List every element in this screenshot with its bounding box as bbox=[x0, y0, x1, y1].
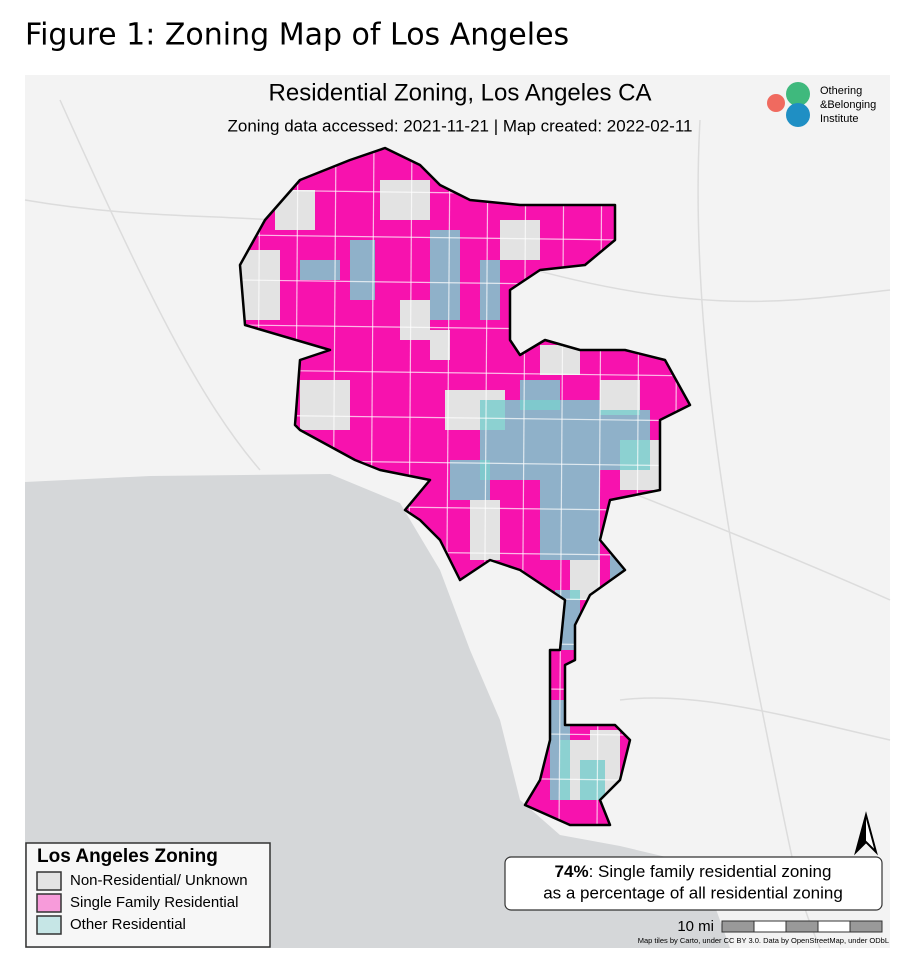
logo-dot bbox=[786, 103, 810, 127]
other-residential-area bbox=[480, 260, 500, 320]
other-residential-area bbox=[480, 400, 600, 480]
legend-label: Non-Residential/ Unknown bbox=[70, 872, 248, 889]
logo: Othering &Belonging Institute bbox=[767, 82, 876, 127]
legend-box bbox=[25, 842, 271, 948]
street bbox=[240, 369, 690, 377]
legend-title: Los Angeles Zoning bbox=[37, 846, 218, 867]
other-residential-area bbox=[540, 480, 600, 560]
non-residential-area bbox=[240, 250, 280, 320]
logo-dot bbox=[767, 94, 785, 112]
non-residential-area bbox=[500, 220, 540, 260]
other-residential-area bbox=[300, 260, 340, 280]
legend-swatch bbox=[36, 915, 62, 935]
legend-swatch bbox=[36, 893, 62, 913]
map-subtitle: Zoning data accessed: 2021-11-21 | Map c… bbox=[228, 116, 693, 135]
attribution: Map tiles by Carto, under CC BY 3.0. Dat… bbox=[638, 936, 889, 945]
scale-bar: 10 mi bbox=[677, 918, 883, 935]
non-residential-area bbox=[380, 180, 430, 220]
non-residential-area bbox=[600, 380, 640, 415]
non-residential-area bbox=[540, 345, 580, 375]
non-residential-area bbox=[430, 330, 450, 360]
map-title: Residential Zoning, Los Angeles CA bbox=[269, 79, 652, 106]
other-residential-area bbox=[430, 230, 460, 320]
logo-dot bbox=[786, 82, 810, 106]
callout-highlight: 74% bbox=[555, 862, 589, 881]
callout-text: : Single family residential zoning bbox=[589, 862, 832, 881]
callout-line: as a percentage of all residential zonin… bbox=[543, 883, 843, 902]
other-residential-area bbox=[350, 240, 375, 300]
ocean bbox=[25, 474, 730, 948]
logo-text: &Belonging bbox=[820, 99, 876, 111]
logo-text: Othering bbox=[820, 85, 862, 97]
callout-line: 74%: Single family residential zoning bbox=[555, 862, 832, 881]
street bbox=[240, 414, 690, 422]
scale-label: 10 mi bbox=[677, 918, 714, 935]
legend-label: Single Family Residential bbox=[70, 894, 238, 911]
callout: 74%: Single family residential zoning as… bbox=[504, 856, 883, 911]
non-residential-area bbox=[400, 300, 430, 340]
north-arrow bbox=[854, 811, 878, 856]
other-residential-area bbox=[600, 410, 650, 470]
other-residential-area bbox=[520, 380, 560, 410]
city-boundary bbox=[238, 146, 692, 827]
callout-box bbox=[504, 856, 883, 911]
other-residential-area bbox=[450, 460, 490, 500]
legend: Los Angeles Zoning Non-Residential/ Unkn… bbox=[25, 842, 271, 948]
non-residential-area bbox=[300, 380, 350, 430]
legend-swatch bbox=[36, 871, 62, 891]
figure-title: Figure 1: Zoning Map of Los Angeles bbox=[25, 18, 569, 53]
legend-label: Other Residential bbox=[70, 916, 186, 933]
street bbox=[558, 148, 565, 825]
logo-text: Institute bbox=[820, 113, 859, 125]
